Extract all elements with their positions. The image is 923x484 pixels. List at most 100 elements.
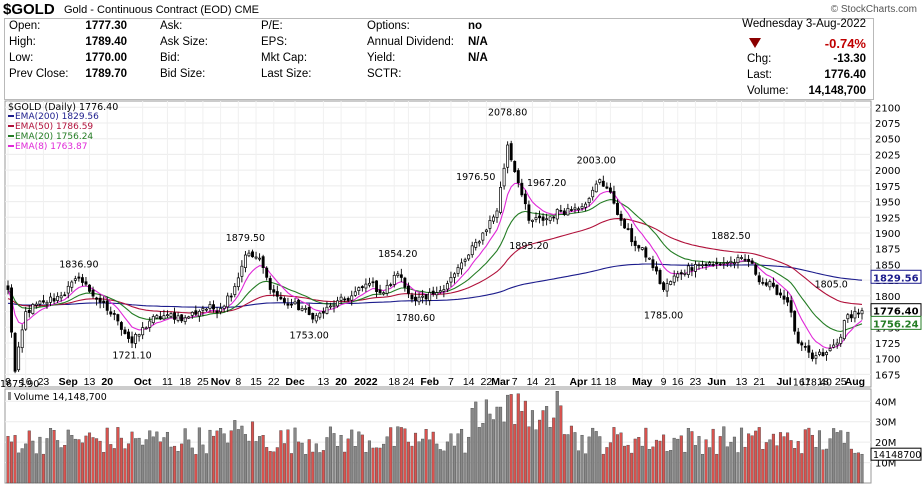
candle-body	[587, 198, 591, 204]
volume-bar	[470, 408, 474, 484]
volume-bar	[215, 430, 219, 484]
candle-body	[562, 210, 566, 215]
price-annotation: 1967.20	[527, 178, 566, 189]
volume-bar	[729, 441, 733, 484]
volume-bar	[219, 428, 223, 484]
candle-body	[499, 187, 503, 213]
volume-bar	[6, 436, 10, 484]
volume-legend-swatch	[8, 392, 11, 400]
volume-bar	[825, 448, 829, 484]
prev-close-value: 1789.70	[85, 68, 127, 80]
candle-body	[151, 316, 155, 323]
volume-bar	[853, 452, 857, 484]
volume-bar	[304, 454, 308, 484]
volume-bar	[835, 432, 839, 484]
price-tick-label: 1900	[875, 229, 900, 240]
candle-body	[669, 281, 673, 285]
volume-bar	[27, 430, 31, 484]
candle-body	[467, 254, 471, 260]
candle-body	[523, 193, 527, 205]
volume-bar	[187, 439, 191, 484]
date-tick-label: 7	[448, 376, 454, 388]
candle-body	[166, 314, 169, 317]
candle-body	[134, 334, 138, 344]
candle-body	[566, 208, 570, 216]
volume-bar	[194, 454, 198, 484]
volume-bar	[63, 445, 67, 484]
candle-body	[718, 263, 722, 266]
volume-bar	[541, 410, 545, 484]
candle-body	[559, 209, 563, 212]
chart-subtitle: Gold - Continuous Contract (EOD) CME	[64, 4, 259, 16]
volume-bar	[226, 442, 230, 484]
volume-bar	[119, 437, 123, 484]
volume-bar	[690, 431, 694, 484]
candle-body	[371, 281, 375, 284]
candle-body	[594, 183, 598, 193]
price-tick-label: 1800	[875, 292, 900, 303]
candle-body	[605, 186, 609, 189]
volume-bar	[289, 453, 294, 484]
exchange: CME	[234, 4, 260, 16]
dividend-value: N/A	[468, 36, 488, 48]
candle-body	[488, 220, 492, 229]
yield-value: N/A	[468, 52, 488, 64]
candle-body	[754, 264, 758, 275]
candle-body	[219, 308, 223, 313]
candle-body	[740, 257, 743, 259]
price-annotation: 1854.20	[378, 249, 417, 260]
candle-body	[141, 327, 145, 336]
candle-body	[95, 297, 99, 300]
volume-bar	[587, 436, 591, 484]
candle-body	[580, 206, 584, 209]
price-candles	[6, 140, 864, 374]
volume-bar	[506, 394, 510, 484]
candle-body	[460, 262, 464, 270]
candle-body	[545, 218, 549, 221]
volume-tick-label: 30M	[875, 418, 896, 429]
candle-body	[307, 306, 311, 315]
volume-bar	[102, 451, 106, 484]
volume-bar	[375, 447, 379, 484]
date-tick-label: 11	[800, 376, 811, 388]
date-tick-label: 25	[835, 376, 847, 388]
volume-bar	[357, 431, 361, 484]
chg-label: Chg:	[747, 53, 772, 65]
candle-body	[736, 257, 740, 263]
volume-bar	[318, 452, 322, 484]
volume-bar	[73, 438, 77, 484]
down-arrow-icon	[749, 38, 761, 48]
candle-body	[261, 256, 265, 268]
volume-bar	[491, 419, 495, 484]
volume-bar	[545, 406, 549, 484]
candle-body	[584, 203, 588, 208]
candle-body	[105, 300, 109, 311]
volume-bar	[771, 433, 775, 484]
low-value: 1770.00	[85, 52, 127, 64]
volume-bar	[686, 428, 690, 484]
volume-bar	[445, 441, 449, 484]
candle-body	[233, 286, 237, 295]
candle-body	[375, 280, 378, 292]
sctr-label: SCTR:	[367, 68, 402, 80]
candle-body	[144, 327, 148, 330]
candle-body	[665, 283, 669, 292]
candle-body	[123, 329, 127, 334]
dividend-label: Annual Dividend:	[367, 36, 454, 48]
candle-body	[300, 308, 304, 311]
candle-body	[360, 286, 364, 289]
volume-bar	[708, 447, 712, 484]
volume-bar	[856, 452, 860, 484]
volume-bar	[250, 421, 255, 484]
volume-bar	[775, 445, 779, 484]
candle-body	[492, 216, 495, 222]
candle-body	[346, 298, 350, 301]
date-tick-label: 24	[403, 376, 415, 388]
volume-label: Volume:	[747, 85, 789, 97]
date-tick-label: 25	[197, 376, 209, 388]
candle-body	[180, 314, 184, 322]
volume-bar	[626, 444, 630, 484]
volume-bar	[265, 447, 269, 484]
chg-value: -13.30	[833, 53, 866, 65]
candle-body	[112, 313, 116, 315]
